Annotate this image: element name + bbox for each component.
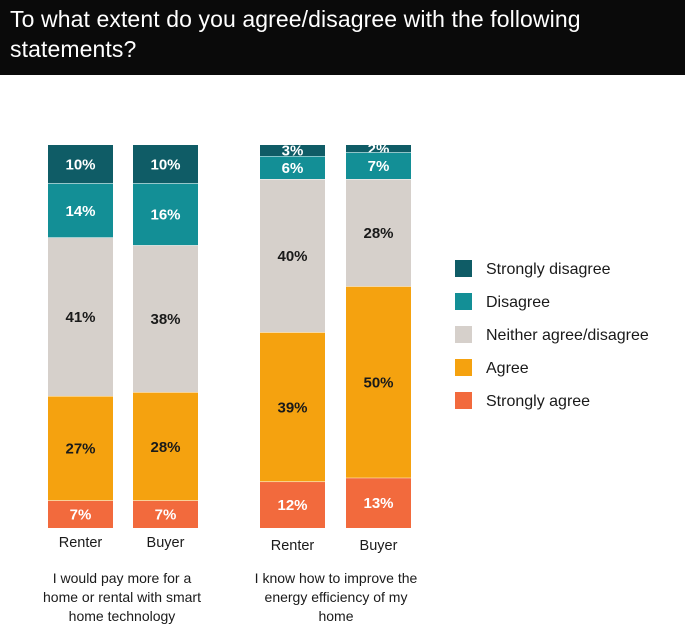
bar-segment [133,392,198,501]
data-label: 28% [363,225,393,242]
bar-segment [260,332,325,483]
bar-segment [346,179,411,287]
bar-segment [48,237,113,397]
bar-segment [260,145,325,157]
category-label: Buyer [147,535,185,551]
bar-segment [260,156,325,180]
legend-label: Disagree [486,294,550,311]
bar-segment [133,500,198,528]
bar-segment [48,396,113,501]
data-label: 12% [277,497,307,514]
data-label: 28% [150,439,180,456]
data-label: 13% [363,495,393,512]
bar-segment [346,478,411,528]
data-label: 7% [70,506,92,523]
data-label: 39% [277,399,307,416]
legend-label: Strongly disagree [486,261,611,278]
legend-label: Agree [486,360,529,377]
data-label: 3% [282,143,304,160]
bar-segment [133,183,198,246]
group-label: I would pay more for a [53,570,192,586]
legend-swatch [455,326,472,343]
group-label: home technology [69,608,176,624]
data-label: 7% [368,158,390,175]
bar-segment [260,482,325,528]
legend-swatch [455,293,472,310]
bar-segment [346,152,411,180]
category-label: Renter [271,538,315,554]
category-label: Renter [59,535,103,551]
data-label: 7% [155,506,177,523]
data-label: 50% [363,374,393,391]
legend-label: Strongly agree [486,393,590,410]
bar-segment [260,179,325,333]
group-label: home or rental with smart [43,589,201,605]
group-label: home [318,608,353,624]
bar-segment [48,500,113,528]
legend-swatch [455,359,472,376]
legend-swatch [455,260,472,277]
page-title: To what extent do you agree/disagree wit… [10,6,581,62]
category-label: Buyer [360,538,398,554]
bar-segment [133,145,198,184]
bar-segment [346,145,411,153]
bar-segment [133,245,198,393]
data-label: 16% [150,207,180,224]
title-bar: To what extent do you agree/disagree wit… [0,0,685,75]
legend-label: Neither agree/disagree [486,327,649,344]
bar-segment [48,145,113,184]
data-label: 41% [65,309,95,326]
data-label: 14% [65,203,95,220]
group-label: energy efficiency of my [265,589,408,605]
data-label: 40% [277,248,307,265]
group-label: I know how to improve the [255,570,418,586]
data-label: 10% [65,156,95,173]
bar-segment [48,183,113,238]
legend-swatch [455,392,472,409]
data-label: 6% [282,160,304,177]
data-label: 10% [150,156,180,173]
data-label: 27% [65,441,95,458]
data-label: 38% [150,311,180,328]
bar-segment [346,286,411,479]
